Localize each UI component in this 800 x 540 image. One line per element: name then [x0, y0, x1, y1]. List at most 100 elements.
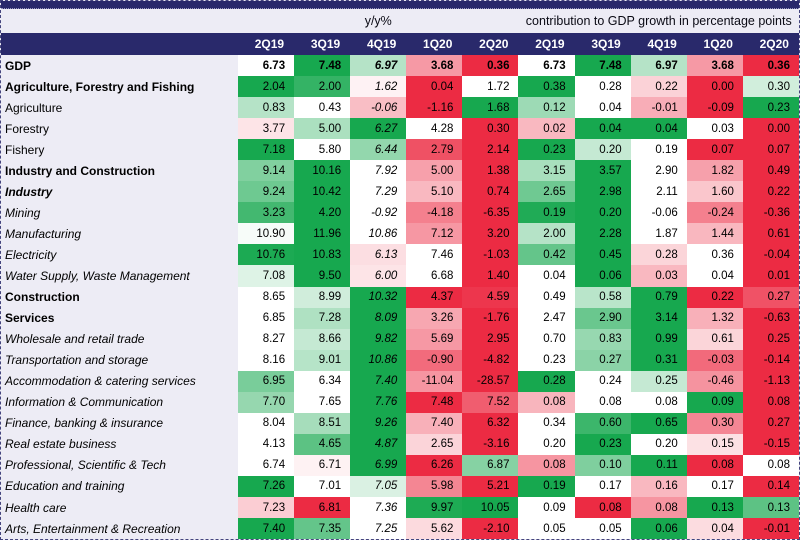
yoy-cell: 8.66 [294, 328, 351, 350]
yoy-cell: 2.65 [406, 433, 463, 455]
contribution-cell: 0.23 [574, 433, 631, 455]
contribution-cell: -1.13 [742, 370, 799, 392]
contribution-cell: 0.08 [574, 496, 631, 519]
yoy-cell: 6.85 [238, 307, 295, 329]
row-label: Education and training [1, 475, 238, 497]
row-label: Agriculture, Forestry and Fishing [1, 76, 238, 98]
table-row: Professional, Scientific & Tech 6.74 6.71 6… [1, 454, 799, 476]
table-row: Agriculture 0.83 0.43 -0.06 -1.16 1.68 0.12 0.0… [1, 97, 799, 119]
yoy-cell: 8.27 [238, 328, 295, 350]
contribution-cell: 0.03 [630, 265, 687, 287]
contribution-cell: 0.34 [518, 412, 575, 434]
contribution-cell: 0.23 [518, 349, 575, 371]
contribution-cell: 6.73 [518, 55, 575, 77]
yoy-cell: 9.97 [406, 496, 463, 519]
yoy-cell: 10.86 [350, 349, 407, 371]
contribution-cell: 0.04 [686, 265, 743, 287]
contribution-cell: -0.46 [686, 370, 743, 392]
yoy-cell: 6.13 [350, 244, 407, 266]
table-row: Transportation and storage 8.16 9.01 10.86-… [1, 349, 799, 371]
table-row: Services 6.85 7.28 8.09 3.26 -1.76 2.47 2.90 3.1… [1, 307, 799, 329]
row-label: Mining [1, 202, 238, 224]
contribution-cell: 0.23 [518, 139, 575, 161]
quarter-header-yoy-2q19: 2Q19 [254, 37, 285, 51]
yoy-cell: 5.62 [406, 518, 463, 539]
yoy-cell: -28.57 [462, 370, 519, 392]
yoy-cell: 9.82 [350, 328, 407, 350]
contribution-cell: -0.14 [742, 349, 799, 371]
contribution-cell: 6.97 [630, 55, 687, 77]
table-row: Arts, Entertainment & Recreation 7.40 7.35… [1, 518, 799, 539]
yoy-cell: 7.35 [294, 518, 351, 539]
yoy-cell: 6.71 [294, 454, 351, 476]
yoy-cell: 0.43 [294, 97, 351, 119]
yoy-cell: 8.16 [238, 349, 295, 371]
yoy-cell: 7.29 [350, 181, 407, 203]
row-label: Manufacturing [1, 223, 238, 245]
yoy-cell: 7.48 [294, 55, 351, 77]
section-label-contribution: contribution to GDP growth in percentage… [525, 14, 792, 28]
table-row: Education and training 7.26 7.01 7.05 5.98 5.… [1, 475, 799, 497]
yoy-cell: 6.74 [238, 454, 295, 476]
row-label: Real estate business [1, 433, 238, 455]
yoy-cell: 7.18 [238, 139, 295, 161]
row-label: Fishery [1, 139, 238, 161]
yoy-cell: 8.04 [238, 412, 295, 434]
contribution-cell: 0.16 [630, 475, 687, 497]
contribution-cell: 0.06 [630, 518, 687, 539]
yoy-cell: 4.13 [238, 433, 295, 455]
contribution-cell: 0.27 [574, 349, 631, 371]
table-row: Wholesale and retail trade 8.27 8.66 9.82 5.… [1, 328, 799, 350]
yoy-cell: 7.23 [238, 496, 295, 519]
row-label: Accommodation & catering services [1, 370, 238, 392]
contribution-cell: 2.90 [574, 307, 631, 329]
contribution-cell: 0.12 [518, 97, 575, 119]
yoy-cell: 9.14 [238, 160, 295, 182]
contribution-cell: 0.28 [630, 244, 687, 266]
section-label-yoy: y/y% [364, 14, 392, 28]
contribution-cell: 0.19 [630, 139, 687, 161]
contribution-cell: 0.70 [518, 328, 575, 350]
section-header-row: y/y% contribution to GDP growth in perce… [1, 9, 799, 33]
quarter-header-row: 2Q19 3Q19 4Q19 1Q20 2Q20 2Q19 3Q19 4Q19 1Q20 2Q20 [1, 33, 799, 55]
yoy-cell: -4.82 [462, 349, 519, 371]
contribution-cell: -0.09 [686, 97, 743, 119]
contribution-cell: 0.30 [686, 412, 743, 434]
contribution-cell: 7.48 [574, 55, 631, 77]
yoy-cell: 1.40 [462, 265, 519, 287]
contribution-cell: 0.19 [518, 475, 575, 497]
row-label: Transportation and storage [1, 349, 238, 371]
top-border-bar [1, 1, 799, 9]
contribution-cell: 0.08 [630, 391, 687, 413]
contribution-cell: -0.15 [742, 433, 799, 455]
contribution-cell: 0.17 [574, 475, 631, 497]
contribution-cell: 0.01 [742, 265, 799, 287]
contribution-cell: 0.27 [742, 286, 799, 308]
row-label: Information & Communication [1, 391, 238, 413]
contribution-cell: 0.09 [686, 391, 743, 413]
contribution-cell: 0.25 [742, 328, 799, 350]
contribution-cell: 0.04 [574, 97, 631, 119]
yoy-cell: -1.76 [462, 307, 519, 329]
table-row: GDP 6.73 7.48 6.97 3.68 0.36 6.73 7.48 6.97 3.68 0… [1, 55, 799, 77]
row-label: Water Supply, Waste Management [1, 265, 238, 287]
contribution-cell: 0.36 [742, 55, 799, 77]
contribution-cell: 0.11 [630, 454, 687, 476]
contribution-cell: 0.17 [686, 475, 743, 497]
contribution-cell: 0.05 [574, 518, 631, 539]
contribution-cell: 0.02 [518, 118, 575, 140]
yoy-cell: 8.65 [238, 286, 295, 308]
contribution-cell: 0.00 [742, 118, 799, 140]
yoy-cell: 5.00 [406, 160, 463, 182]
contribution-cell: 1.32 [686, 307, 743, 329]
yoy-cell: 6.34 [294, 370, 351, 392]
yoy-cell: 3.20 [462, 223, 519, 245]
yoy-cell: 6.97 [350, 55, 407, 77]
contribution-cell: 0.14 [742, 475, 799, 497]
contribution-cell: 0.04 [686, 518, 743, 539]
yoy-cell: 7.46 [406, 244, 463, 266]
yoy-cell: -2.10 [462, 518, 519, 539]
yoy-cell: 7.05 [350, 475, 407, 497]
contribution-cell: 0.28 [518, 370, 575, 392]
contribution-cell: -0.36 [742, 202, 799, 224]
